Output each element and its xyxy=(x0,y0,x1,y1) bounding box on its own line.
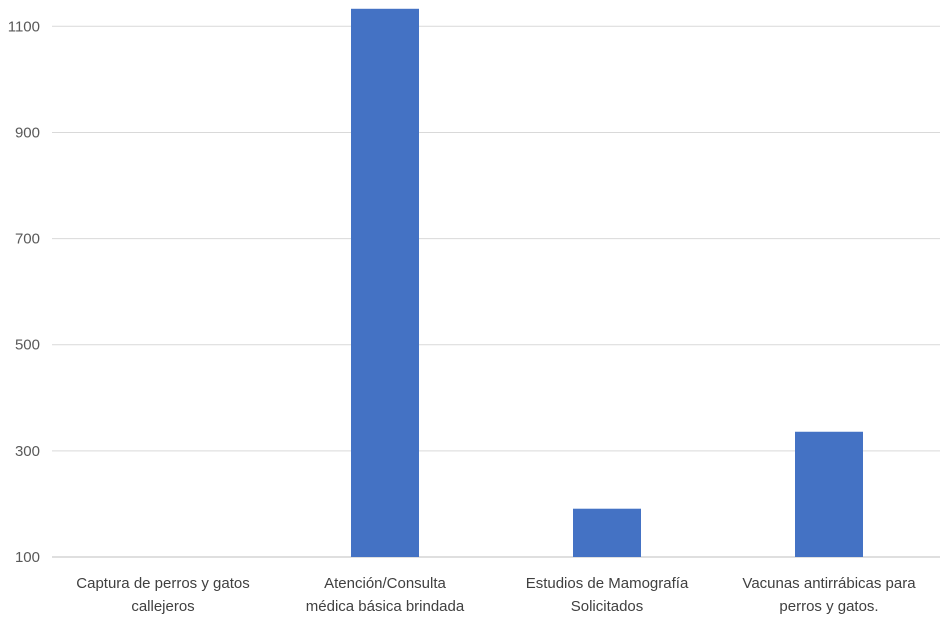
category-label-line: Captura de perros y gatos xyxy=(76,575,249,592)
category-label: Atención/Consulta médica básica brindada xyxy=(306,575,465,615)
bar xyxy=(795,431,863,557)
y-tick-label: 900 xyxy=(15,124,40,141)
y-tick-label: 1100 xyxy=(8,18,40,35)
y-tick-label: 700 xyxy=(15,231,40,248)
category-label-line: Solicitados xyxy=(571,598,644,615)
category-label: Captura de perros y gatos callejeros xyxy=(76,575,249,615)
category-label: Vacunas antirrábicas para perros y gatos. xyxy=(742,575,916,615)
category-label: Estudios de Mamografía Solicitados xyxy=(526,575,689,615)
bar xyxy=(351,8,419,557)
y-tick-label: 500 xyxy=(15,337,40,354)
category-label-line: Atención/Consulta xyxy=(324,575,446,592)
category-label-line: Estudios de Mamografía xyxy=(526,575,689,592)
bar xyxy=(573,508,641,557)
category-label-line: médica básica brindada xyxy=(306,598,465,615)
category-label-line: perros y gatos. xyxy=(779,598,878,615)
y-tick-label: 300 xyxy=(15,443,40,460)
y-tick-label: 100 xyxy=(15,549,40,566)
category-label-line: callejeros xyxy=(131,598,194,615)
category-label-line: Vacunas antirrábicas para xyxy=(742,575,916,592)
